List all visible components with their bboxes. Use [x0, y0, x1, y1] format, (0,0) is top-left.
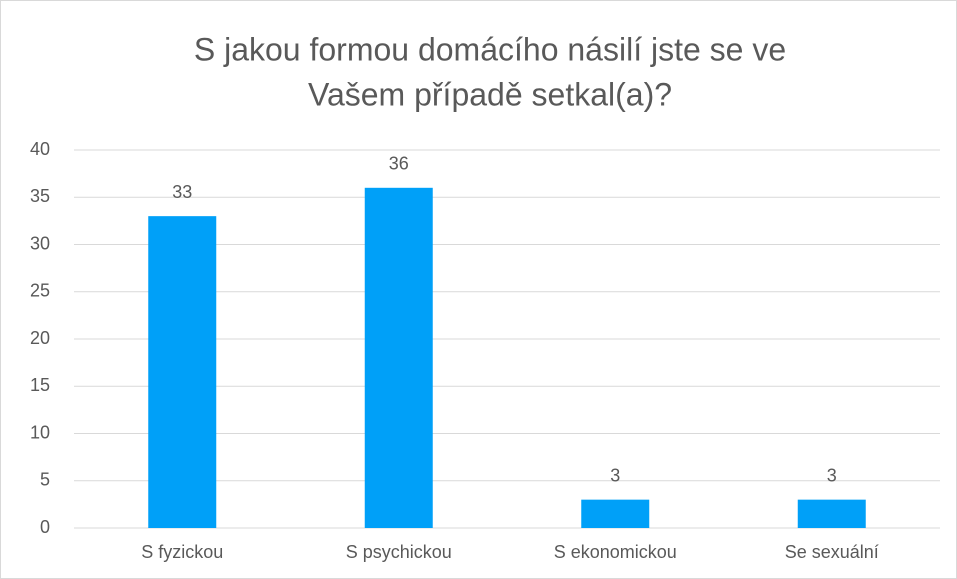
y-tick-label: 30 — [30, 233, 50, 253]
y-tick-label: 25 — [30, 281, 50, 301]
data-label: 36 — [389, 154, 409, 174]
y-tick-label: 35 — [30, 186, 50, 206]
y-tick-label: 10 — [30, 422, 50, 442]
x-tick-label: Se sexuální — [785, 542, 879, 562]
y-tick-label: 5 — [40, 470, 50, 490]
bar — [797, 499, 866, 528]
y-tick-label: 20 — [30, 328, 50, 348]
bar — [581, 499, 650, 528]
chart-title: Vašem případě setkal(a)? — [308, 76, 672, 112]
x-tick-label: S fyzickou — [141, 542, 223, 562]
y-tick-label: 15 — [30, 375, 50, 395]
bar — [364, 187, 433, 529]
bar — [148, 216, 217, 528]
data-label: 33 — [172, 182, 192, 202]
data-label: 3 — [827, 465, 837, 485]
x-tick-label: S ekonomickou — [554, 542, 677, 562]
y-tick-label: 0 — [40, 517, 50, 537]
data-label: 3 — [610, 465, 620, 485]
y-tick-label: 40 — [30, 139, 50, 159]
chart-title: S jakou formou domácího násilí jste se v… — [194, 31, 786, 67]
x-tick-label: S psychickou — [346, 542, 452, 562]
